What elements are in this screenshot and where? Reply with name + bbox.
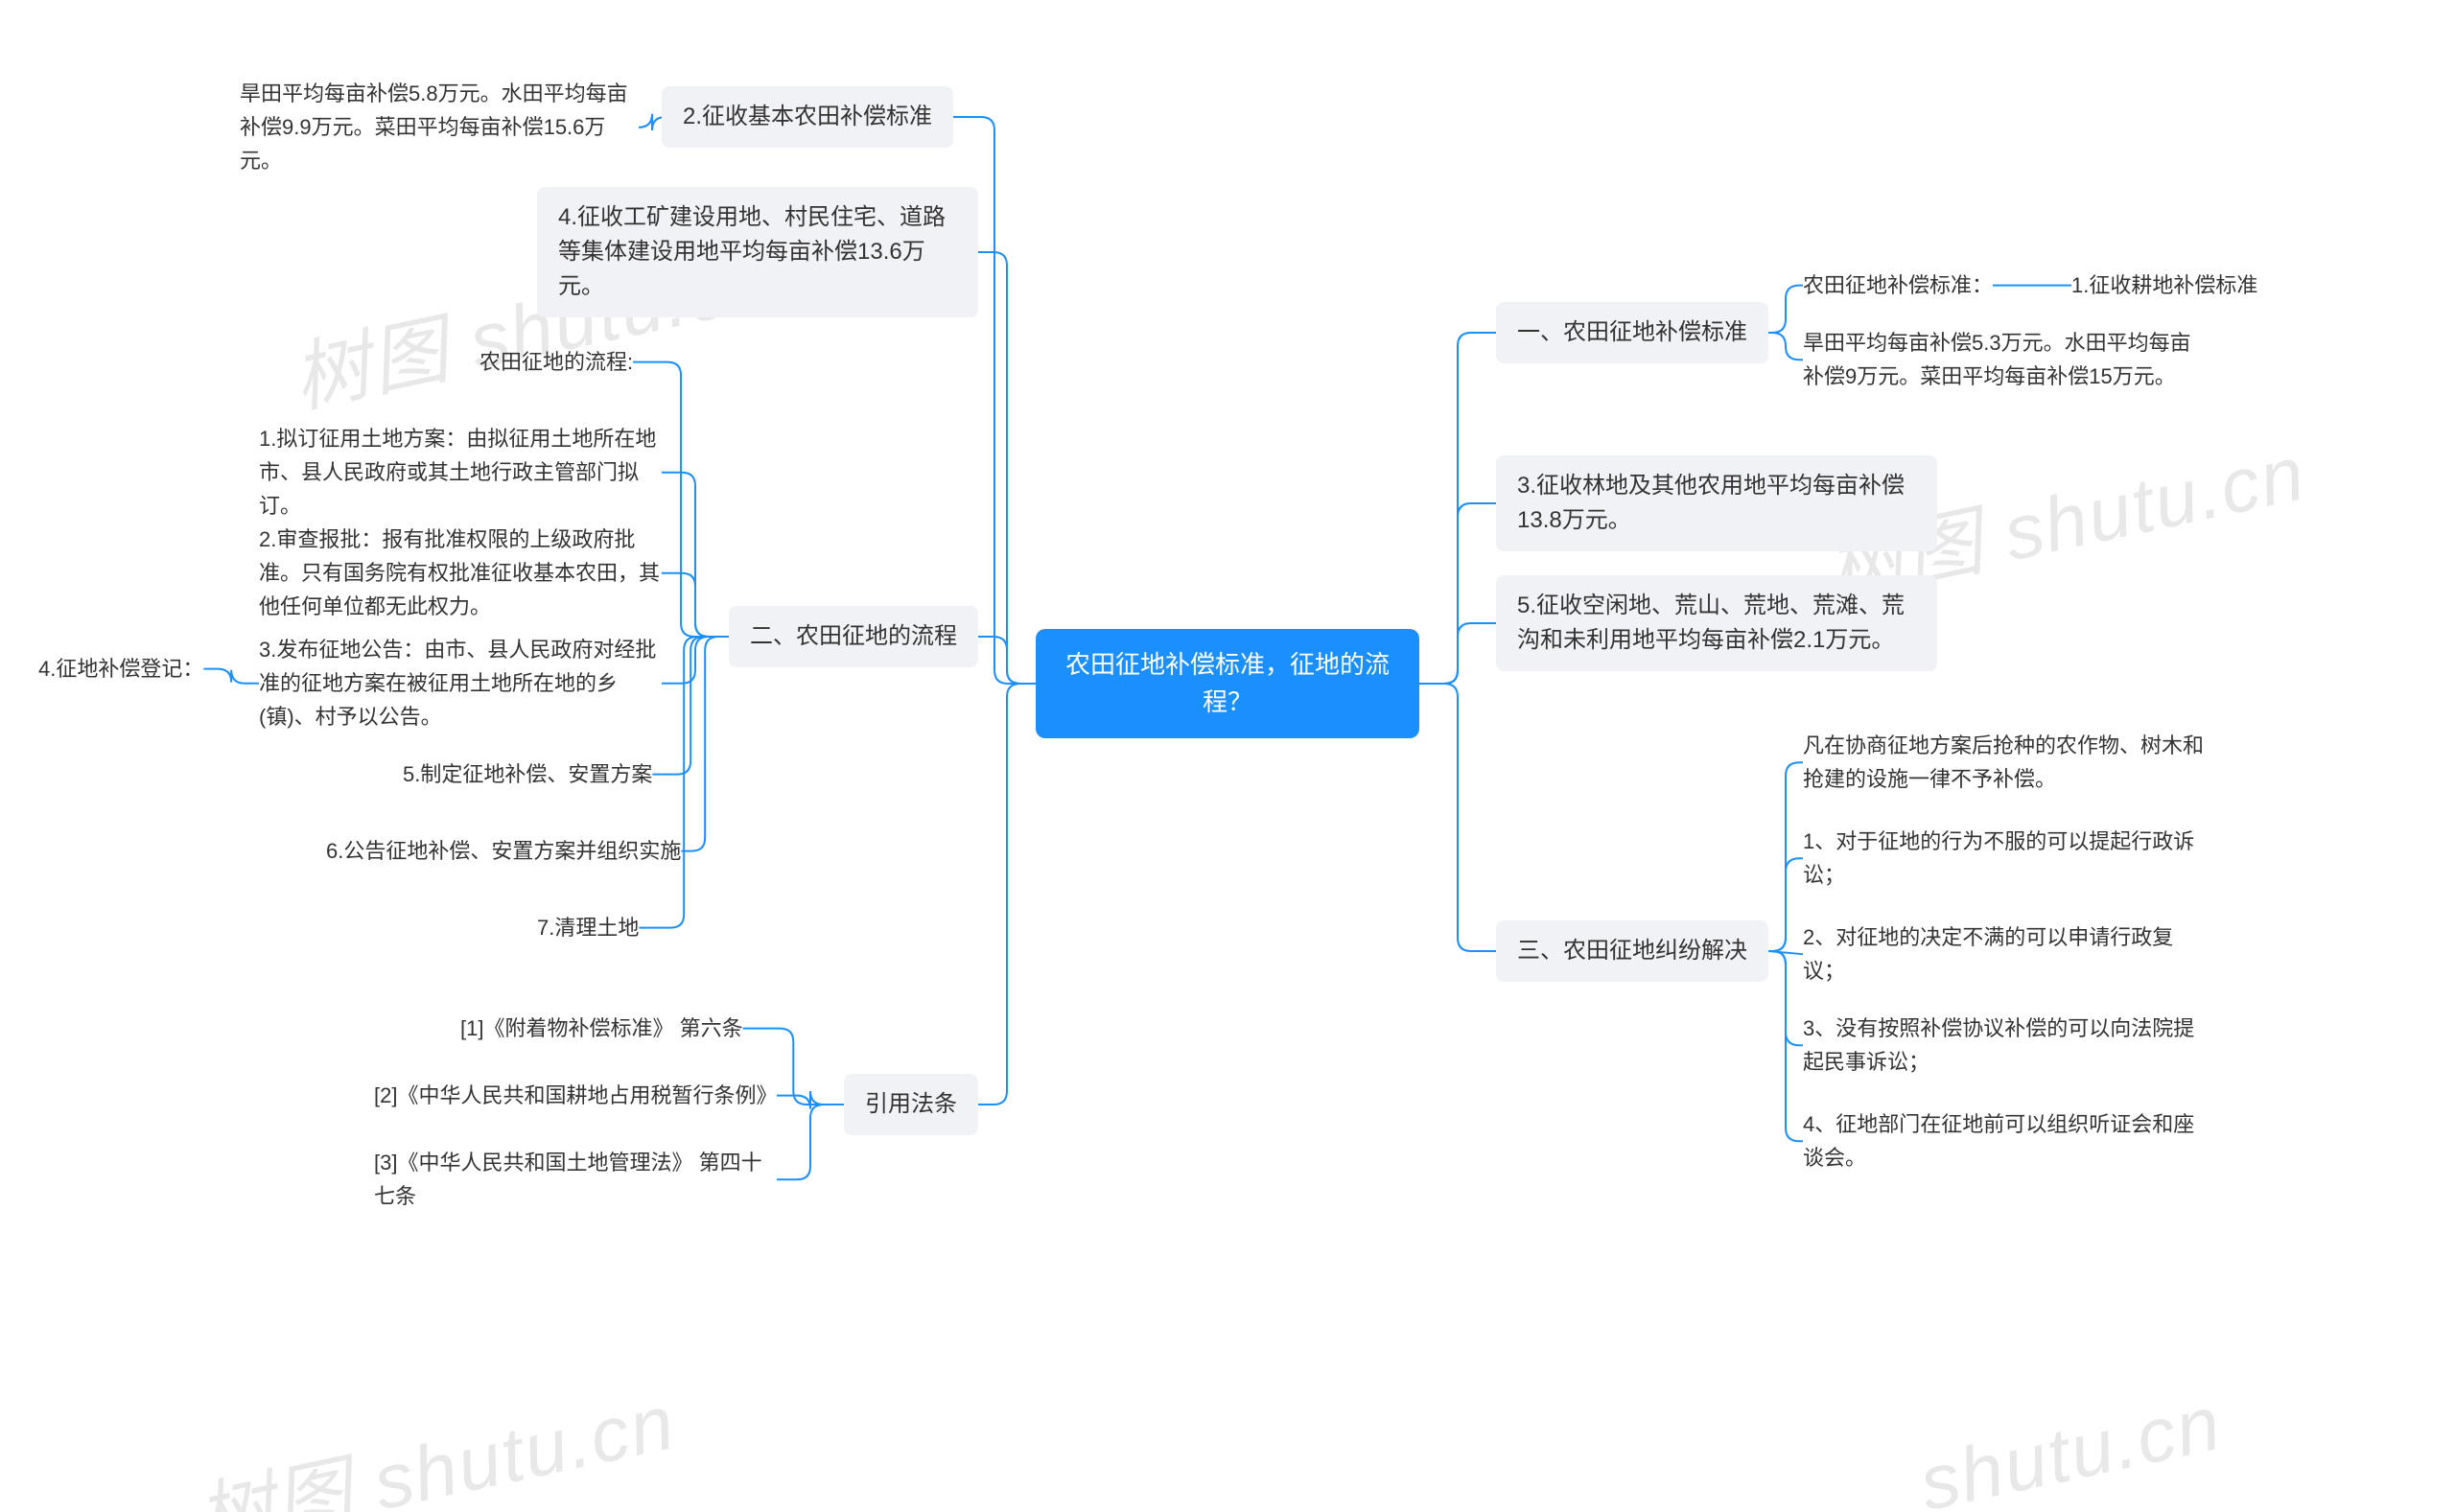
left-process-leaf-sub: 4.征地补偿登记： bbox=[38, 652, 203, 686]
left-process-leaf: 5.制定征地补偿、安置方案 bbox=[403, 757, 652, 791]
left-process: 二、农田征地的流程 bbox=[729, 606, 978, 667]
left-std4: 4.征收工矿建设用地、村民住宅、道路等集体建设用地平均每亩补偿13.6万元。 bbox=[537, 187, 978, 317]
right-std1-leaf: 旱田平均每亩补偿5.3万元。水田平均每亩补偿9万元。菜田平均每亩补偿15万元。 bbox=[1803, 326, 2206, 393]
left-process-leaf: 2.审查报批：报有批准权限的上级政府批准。只有国务院有权批准征收基本农田，其他任… bbox=[259, 523, 662, 624]
right-dispute-leaf: 2、对征地的决定不满的可以申请行政复议； bbox=[1803, 920, 2206, 988]
right-dispute-leaf: 4、征地部门在征地前可以组织听证会和座谈会。 bbox=[1803, 1107, 2206, 1175]
right-std1: 一、农田征地补偿标准 bbox=[1496, 302, 1768, 363]
right-dispute-leaf: 凡在协商征地方案后抢种的农作物、树木和抢建的设施一律不予补偿。 bbox=[1803, 729, 2206, 796]
left-law-leaf: [1]《附着物补偿标准》 第六条 bbox=[460, 1012, 743, 1045]
left-law: 引用法条 bbox=[844, 1074, 978, 1135]
left-process-leaf: 1.拟订征用土地方案：由拟征用土地所在地市、县人民政府或其土地行政主管部门拟订。 bbox=[259, 422, 662, 523]
left-process-leaf: 3.发布征地公告：由市、县人民政府对经批准的征地方案在被征用土地所在地的乡(镇)… bbox=[259, 633, 662, 734]
watermark: shutu.cn bbox=[1912, 1379, 2230, 1512]
left-process-leaf: 7.清理土地 bbox=[537, 911, 639, 944]
left-process-leaf: 农田征地的流程: bbox=[479, 345, 633, 379]
left-law-leaf: [3]《中华人民共和国土地管理法》 第四十七条 bbox=[374, 1146, 777, 1213]
right-std1-leaf-sub: 1.征收耕地补偿标准 bbox=[2071, 268, 2257, 302]
right-dispute: 三、农田征地纠纷解决 bbox=[1496, 920, 1768, 982]
watermark: 树图 shutu.cn bbox=[185, 1361, 684, 1512]
right-std5: 5.征收空闲地、荒山、荒地、荒滩、荒沟和未利用地平均每亩补偿2.1万元。 bbox=[1496, 575, 1937, 671]
root-node: 农田征地补偿标准，征地的流程？ bbox=[1036, 629, 1419, 738]
right-std1-leaf: 农田征地补偿标准： bbox=[1803, 268, 1993, 302]
right-dispute-leaf: 3、没有按照补偿协议补偿的可以向法院提起民事诉讼； bbox=[1803, 1012, 2206, 1079]
left-process-leaf: 6.公告征地补偿、安置方案并组织实施 bbox=[326, 834, 681, 868]
left-std2-leaf: 旱田平均每亩补偿5.8万元。水田平均每亩补偿9.9万元。菜田平均每亩补偿15.6… bbox=[240, 77, 643, 178]
left-std2: 2.征收基本农田补偿标准 bbox=[662, 86, 953, 148]
right-std3: 3.征收林地及其他农用地平均每亩补偿13.8万元。 bbox=[1496, 455, 1937, 551]
right-dispute-leaf: 1、对于征地的行为不服的可以提起行政诉讼； bbox=[1803, 825, 2206, 892]
left-law-leaf: [2]《中华人民共和国耕地占用税暂行条例》 bbox=[374, 1079, 777, 1112]
